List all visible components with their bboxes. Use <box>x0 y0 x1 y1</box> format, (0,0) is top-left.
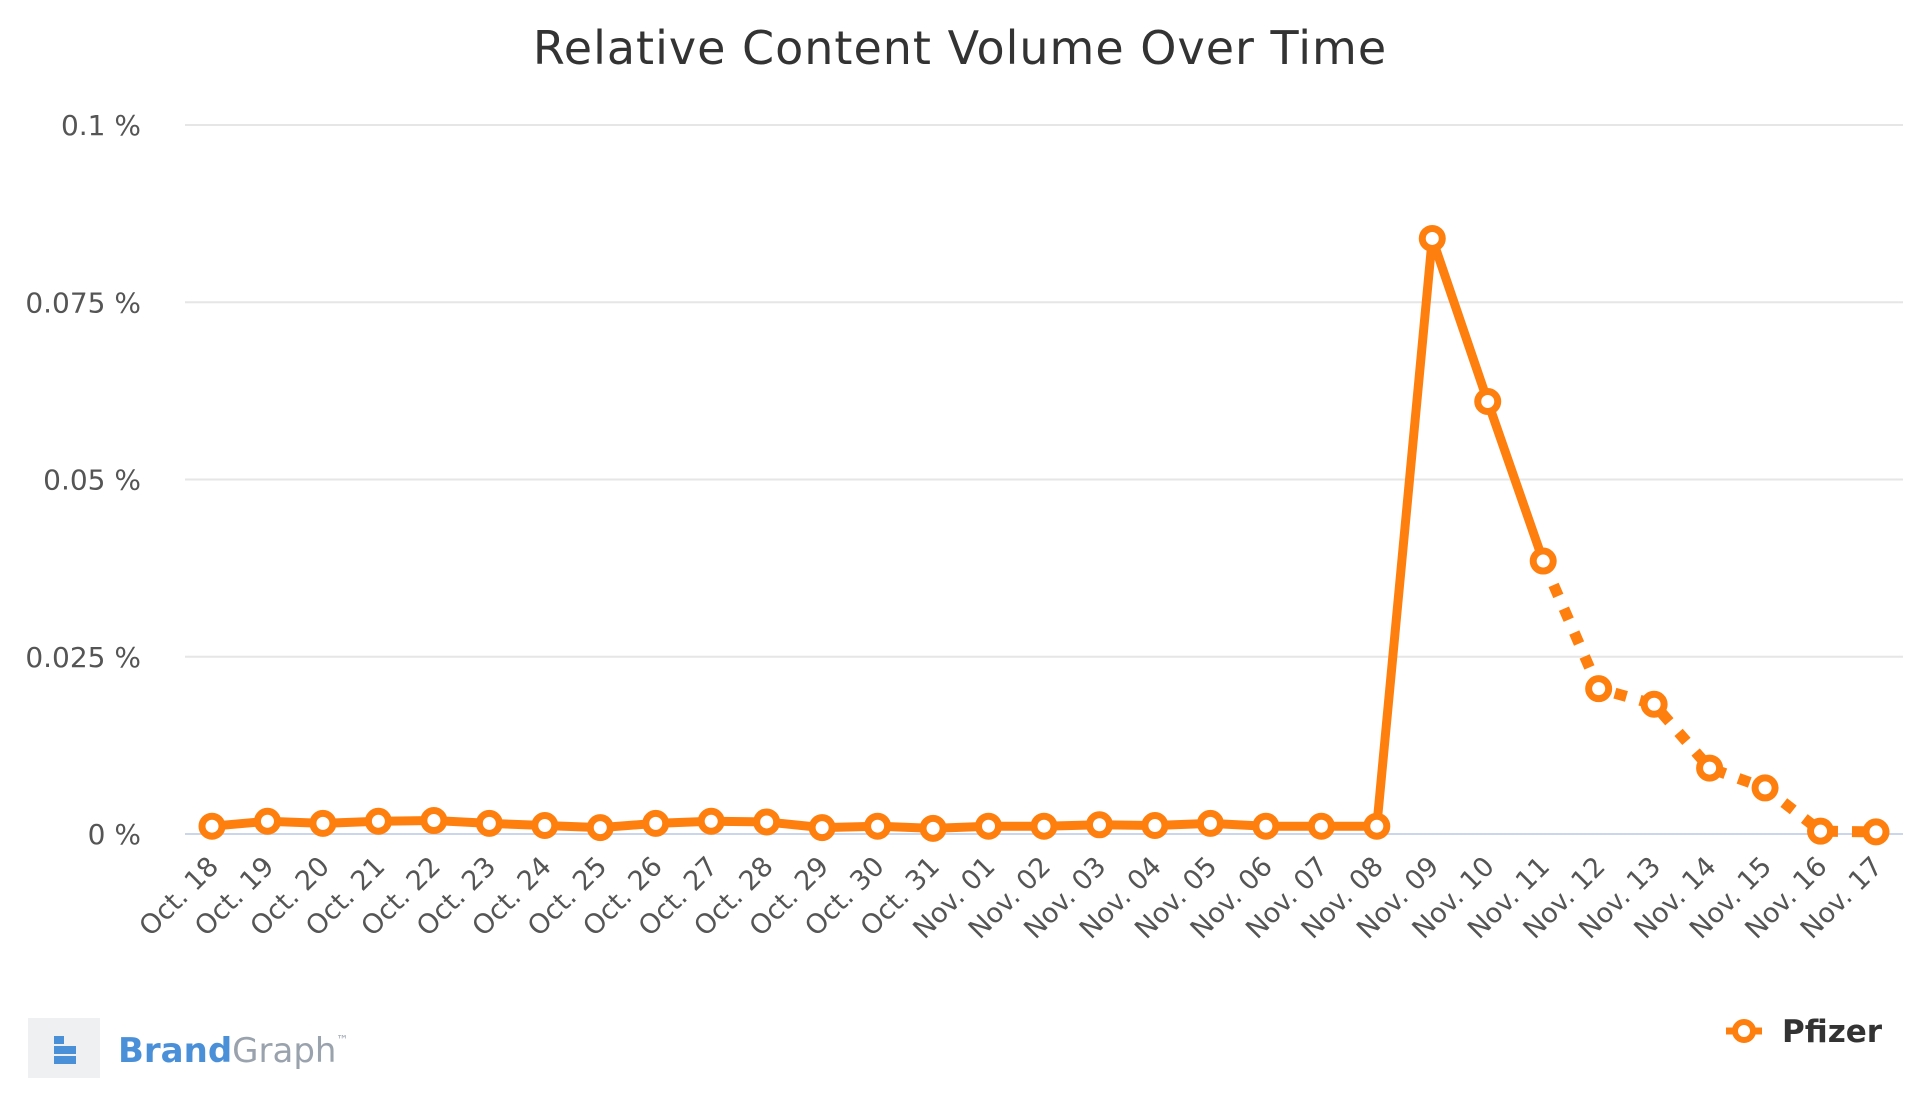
data-point[interactable] <box>475 809 503 837</box>
data-point[interactable] <box>1141 811 1169 839</box>
logo-bars-icon <box>54 1036 76 1064</box>
logo-text-graph: Graph <box>232 1031 336 1071</box>
data-point[interactable] <box>642 809 670 837</box>
data-point[interactable] <box>531 811 559 839</box>
brandgraph-logo: BrandGraph™ <box>28 1018 348 1078</box>
data-point[interactable] <box>1418 224 1446 252</box>
data-point[interactable] <box>1585 675 1613 703</box>
y-tick-label: 0.1 % <box>61 109 141 142</box>
y-tick-label: 0 % <box>88 818 141 851</box>
legend-marker <box>1732 1019 1756 1043</box>
data-point[interactable] <box>1696 754 1724 782</box>
data-point[interactable] <box>420 807 448 835</box>
data-point[interactable] <box>1196 809 1224 837</box>
data-point[interactable] <box>1252 812 1280 840</box>
legend-label-pfizer: Pfizer <box>1782 1014 1883 1050</box>
data-point[interactable] <box>253 807 281 835</box>
y-tick-label: 0.025 % <box>25 641 141 674</box>
series-line-solid <box>207 233 1548 833</box>
chart-title: Relative Content Volume Over Time <box>533 21 1387 75</box>
data-point[interactable] <box>364 807 392 835</box>
data-point[interactable] <box>919 814 947 842</box>
data-point[interactable] <box>1474 388 1502 416</box>
logo-trademark: ™ <box>336 1033 348 1047</box>
logo-text-brand: Brand <box>118 1031 232 1071</box>
series-pfizer <box>198 224 1890 846</box>
data-point[interactable] <box>586 814 614 842</box>
y-tick-label: 0.05 % <box>43 464 141 497</box>
data-point[interactable] <box>1807 817 1835 845</box>
data-point[interactable] <box>1085 811 1113 839</box>
data-point[interactable] <box>1529 547 1557 575</box>
data-point[interactable] <box>198 812 226 840</box>
data-point[interactable] <box>1640 690 1668 718</box>
data-point[interactable] <box>309 809 337 837</box>
legend[interactable]: Pfizer <box>1726 1014 1883 1050</box>
data-point[interactable] <box>697 807 725 835</box>
data-point[interactable] <box>753 808 781 836</box>
gridlines <box>185 124 1903 835</box>
y-axis: 0 % 0.025 % 0.05 % 0.075 % 0.1 % <box>25 109 141 851</box>
data-point[interactable] <box>975 812 1003 840</box>
data-point[interactable] <box>864 812 892 840</box>
data-point[interactable] <box>1862 818 1890 846</box>
data-point[interactable] <box>1363 812 1391 840</box>
data-point[interactable] <box>1030 812 1058 840</box>
data-point[interactable] <box>1751 774 1779 802</box>
data-point[interactable] <box>808 814 836 842</box>
data-point[interactable] <box>1307 812 1335 840</box>
y-tick-label: 0.075 % <box>25 286 141 319</box>
logo-text: BrandGraph™ <box>118 1031 348 1071</box>
